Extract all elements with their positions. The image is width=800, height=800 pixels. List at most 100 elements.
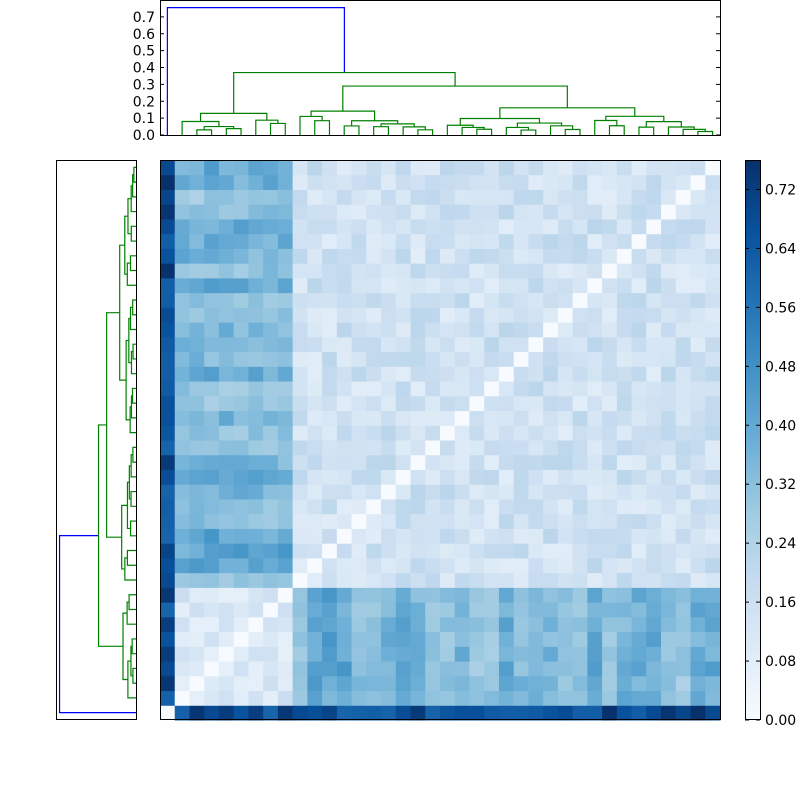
heatmap-cell: [248, 587, 264, 603]
top-dendrogram-link: [459, 117, 541, 126]
heatmap-cell: [661, 292, 677, 308]
heatmap-cell: [454, 322, 470, 338]
heatmap-cell: [675, 410, 692, 426]
heatmap-cell: [366, 646, 382, 662]
heatmap-cell: [616, 675, 633, 692]
heatmap-cell: [690, 513, 706, 529]
heatmap-cell: [204, 263, 220, 279]
heatmap-cell: [543, 528, 559, 544]
heatmap-cell: [705, 602, 721, 618]
heatmap-cell: [498, 410, 515, 426]
heatmap-cell: [174, 322, 190, 338]
heatmap-cell: [189, 174, 205, 190]
heatmap-cell: [513, 233, 529, 249]
top-dendrogram-link: [564, 128, 581, 135]
heatmap-cell: [572, 705, 588, 721]
heatmap-cell: [675, 292, 692, 308]
heatmap-cell: [646, 307, 662, 323]
heatmap-cell: [425, 292, 441, 308]
heatmap-cell: [366, 189, 382, 205]
heatmap-cell: [292, 513, 308, 529]
heatmap-cell: [661, 233, 677, 249]
heatmap-cell: [174, 513, 190, 529]
heatmap-cell: [322, 395, 338, 412]
heatmap-cell: [498, 277, 515, 294]
heatmap-cell: [366, 233, 382, 249]
heatmap-cell: [528, 543, 544, 559]
heatmap-cell: [587, 189, 603, 205]
heatmap-cell: [395, 425, 412, 441]
heatmap-cell: [705, 307, 721, 323]
heatmap-cell: [322, 233, 338, 249]
heatmap-cell: [705, 204, 721, 220]
heatmap-cell: [322, 675, 338, 692]
heatmap-cell: [705, 410, 721, 426]
heatmap-cell: [513, 395, 529, 412]
heatmap-cell: [351, 690, 367, 706]
heatmap-cell: [705, 513, 721, 529]
heatmap-cell: [705, 528, 721, 544]
heatmap-cell: [263, 557, 279, 574]
heatmap-cell: [381, 277, 397, 294]
heatmap-cell: [705, 631, 721, 647]
heatmap-cell: [587, 513, 603, 529]
heatmap-cell: [661, 557, 677, 574]
top-dendrogram-link: [402, 126, 426, 135]
left-dendrogram-link: [128, 594, 136, 611]
heatmap-cell: [513, 160, 529, 176]
heatmap-cell: [277, 351, 294, 367]
heatmap-cell: [513, 189, 529, 205]
heatmap-cell: [440, 410, 456, 426]
heatmap-cell: [690, 336, 706, 353]
heatmap-cell: [174, 484, 190, 500]
heatmap-cell: [557, 336, 574, 353]
heatmap-cell: [587, 690, 603, 706]
heatmap-cell: [616, 513, 633, 529]
heatmap-cell: [233, 410, 249, 426]
heatmap-cell: [454, 277, 470, 294]
heatmap-cell: [484, 616, 500, 633]
heatmap-cell: [661, 690, 677, 706]
heatmap-cell: [218, 233, 235, 249]
heatmap-cell: [631, 307, 647, 323]
heatmap-cell: [572, 587, 588, 603]
heatmap-cell: [528, 705, 544, 721]
heatmap-cell: [322, 351, 338, 367]
colorbar-tick-label: 0.72: [765, 182, 796, 198]
top-dendrogram-link: [314, 120, 331, 135]
heatmap-cell: [440, 160, 456, 176]
heatmap-cell: [543, 336, 559, 353]
heatmap-cell: [675, 513, 692, 529]
heatmap-cell: [484, 498, 500, 515]
heatmap-cell: [484, 351, 500, 367]
heatmap-cell: [469, 425, 485, 441]
heatmap-cell: [277, 248, 294, 264]
heatmap-cell: [204, 557, 220, 574]
heatmap-cell: [454, 307, 470, 323]
heatmap-cell: [469, 292, 485, 308]
heatmap-cell: [557, 690, 574, 706]
heatmap-cell: [307, 351, 323, 367]
heatmap-cell: [557, 440, 574, 456]
heatmap-cell: [543, 705, 559, 721]
heatmap-cell: [351, 381, 367, 397]
heatmap-cell: [233, 174, 249, 190]
left-dendrogram-link: [132, 299, 136, 316]
heatmap-cell: [160, 204, 176, 220]
heatmap-cell: [469, 513, 485, 529]
left-dendrogram-link: [124, 557, 136, 581]
heatmap-cell: [661, 440, 677, 456]
heatmap-cell: [263, 602, 279, 618]
heatmap-cell: [381, 675, 397, 692]
heatmap-cell: [160, 705, 176, 721]
heatmap-cell: [440, 277, 456, 294]
heatmap-cell: [469, 336, 485, 353]
heatmap-cell: [366, 498, 382, 515]
heatmap-cell: [248, 366, 264, 382]
heatmap-cell: [469, 440, 485, 456]
heatmap-cell: [484, 292, 500, 308]
heatmap-cell: [440, 366, 456, 382]
top-dendrogram-link: [638, 126, 655, 135]
heatmap-cell: [454, 690, 470, 706]
colorbar-tick-label: 0.32: [765, 477, 796, 493]
